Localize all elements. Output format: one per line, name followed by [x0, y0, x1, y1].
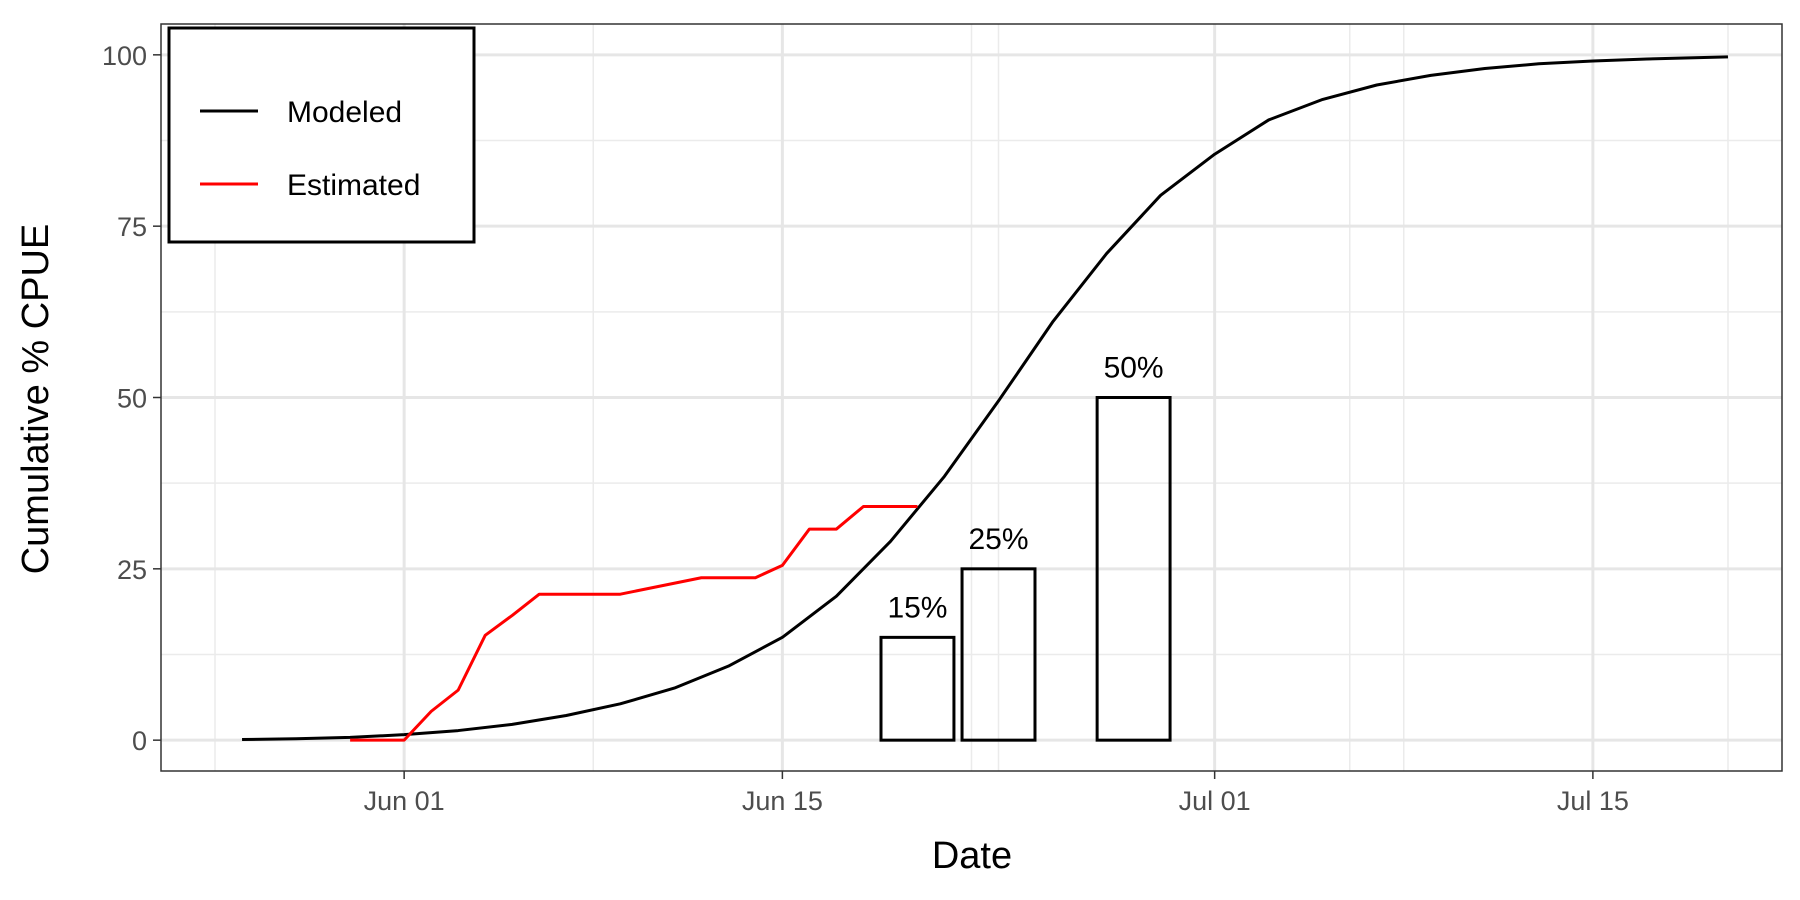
y-tick-label: 25 [117, 555, 147, 585]
bar-label-50: 50% [1104, 352, 1164, 385]
x-axis: Jun 01 Jun 15 Jul 01 Jul 15 [364, 771, 1629, 816]
y-axis: 0 25 50 75 100 [102, 41, 161, 756]
x-tick-label: Jul 01 [1179, 786, 1251, 816]
y-tick-label: 0 [132, 726, 147, 756]
bar-25 [960, 567, 1037, 742]
bar-layer: 15% 25% 50% [879, 352, 1172, 742]
y-tick-label: 50 [117, 384, 147, 414]
x-tick-label: Jul 15 [1557, 786, 1629, 816]
y-tick-label: 75 [117, 212, 147, 242]
y-tick-label: 100 [102, 41, 147, 71]
legend-label-modeled: Modeled [287, 96, 402, 129]
x-axis-title: Date [932, 835, 1012, 877]
line-layer [242, 55, 1729, 742]
bar-50 [1095, 396, 1172, 742]
bar-15 [879, 635, 956, 742]
x-tick-label: Jun 01 [364, 786, 445, 816]
legend: Modeled Estimated [167, 26, 476, 244]
bar-label-25: 25% [968, 523, 1028, 556]
series-line-modeled [242, 55, 1729, 741]
y-axis-title: Cumulative % CPUE [15, 224, 57, 575]
series-line-estimated [350, 504, 918, 742]
bar-label-15: 15% [887, 591, 947, 624]
legend-label-estimated: Estimated [287, 169, 420, 202]
x-tick-label: Jun 15 [742, 786, 823, 816]
legend-box [167, 26, 476, 244]
